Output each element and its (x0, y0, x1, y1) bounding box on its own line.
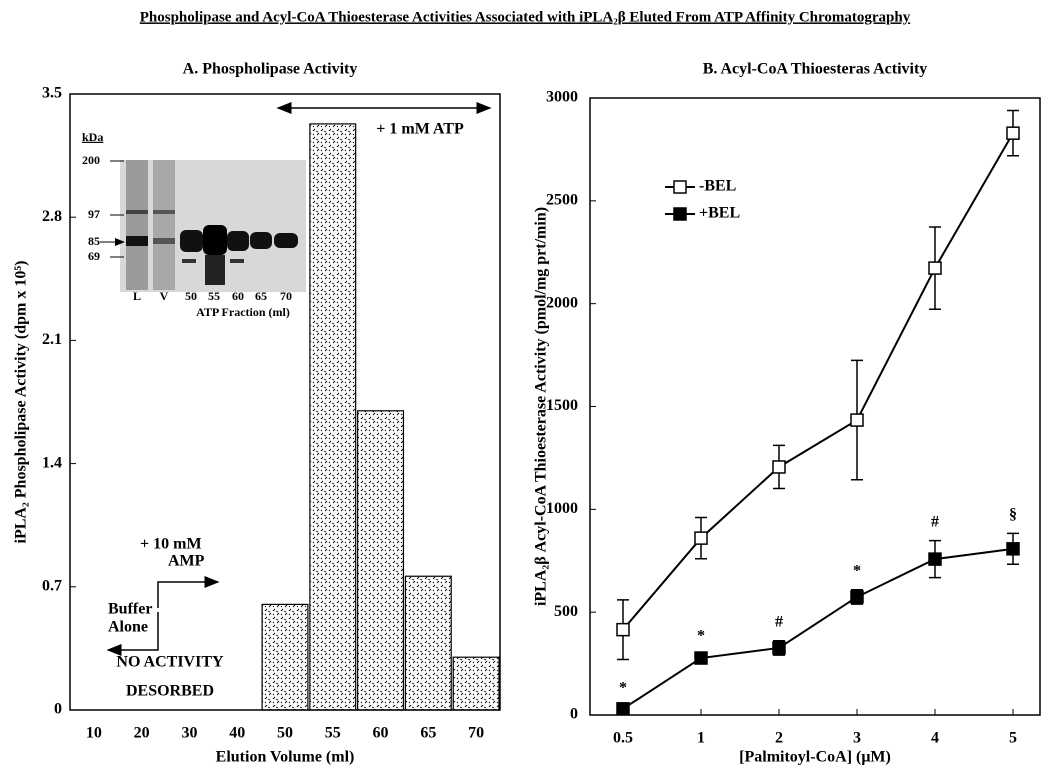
x-axis-label: [Palmitoyl-CoA] (μM) (739, 749, 891, 766)
x-tick-label: 70 (468, 725, 484, 742)
point (694, 651, 708, 665)
x-tick-label: 1 (697, 730, 705, 747)
gel-inset (100, 160, 306, 292)
x-tick-label: 0.5 (613, 730, 633, 747)
x-tick-label: 55 (325, 725, 341, 742)
y-tick-label: 1500 (546, 397, 578, 414)
y-tick-label: 2500 (546, 192, 578, 209)
bar (309, 123, 357, 711)
inset-lane: V (160, 289, 169, 303)
x-tick-label: 2 (775, 730, 783, 747)
subtitle: B. Acyl-CoA Thioesteras Activity (703, 61, 928, 78)
point (772, 460, 786, 474)
plot-frame (69, 93, 501, 711)
inset-lane: 65 (255, 289, 267, 303)
annotation: # (931, 513, 939, 530)
annotation: Buffer (108, 601, 152, 618)
inset-unit: kDa (82, 130, 103, 144)
annotation: * (697, 628, 705, 645)
series-line (622, 547, 1014, 710)
x-tick-label: 5 (1009, 730, 1017, 747)
x-tick-label: 3 (853, 730, 861, 747)
inset-lane: L (133, 289, 141, 303)
point (694, 531, 708, 545)
legend-marker (673, 180, 687, 194)
y-tick-label: 0 (54, 701, 62, 718)
annotation: + 10 mM (140, 536, 202, 553)
y-tick-label: 2.1 (42, 331, 62, 348)
figure-title: Phospholipase and Acyl-CoA Thioesterase … (140, 9, 911, 25)
annotation: § (1009, 506, 1017, 523)
x-tick-label: 50 (277, 725, 293, 742)
inset-lane: 55 (208, 289, 220, 303)
point (850, 590, 864, 604)
plot-frame (589, 97, 1041, 716)
inset-marker: 85 (88, 234, 100, 248)
legend-label: -BEL (699, 178, 736, 195)
inset-marker: 69 (88, 249, 100, 263)
annotation: DESORBED (126, 683, 214, 700)
y-tick-label: 1000 (546, 500, 578, 517)
inset-marker: 200 (82, 153, 100, 167)
annotation: # (775, 613, 783, 630)
point (772, 641, 786, 655)
x-tick-label: 65 (420, 725, 436, 742)
point (616, 622, 630, 637)
x-tick-label: 10 (86, 725, 102, 742)
annotation: * (619, 679, 627, 696)
bar (452, 656, 500, 711)
x-tick-label: 20 (134, 725, 150, 742)
y-tick-label: 0 (570, 706, 578, 723)
point (928, 552, 942, 566)
bar (357, 410, 405, 711)
y-tick-label: 3.5 (42, 85, 62, 102)
x-tick-label: 4 (931, 730, 939, 747)
subtitle: A. Phospholipase Activity (183, 61, 358, 78)
bar (404, 575, 452, 711)
annotation: + 1 mM ATP (376, 121, 464, 138)
inset-lane: 70 (280, 289, 292, 303)
inset-lane: 60 (232, 289, 244, 303)
inset-lane: 50 (185, 289, 197, 303)
point (850, 413, 864, 427)
x-axis-label: Elution Volume (ml) (216, 749, 355, 766)
bar (261, 603, 309, 711)
point (1006, 542, 1020, 556)
y-tick-label: 2000 (546, 294, 578, 311)
annotation: Alone (108, 619, 148, 636)
y-tick-label: 500 (554, 603, 578, 620)
annotation: NO ACTIVITY (116, 654, 224, 671)
legend-marker (673, 207, 687, 221)
inset-marker: 97 (88, 207, 100, 221)
y-tick-label: 3000 (546, 89, 578, 106)
y-tick-label: 2.8 (42, 208, 62, 225)
y-axis-label: iPLA₂ Phospholipase Activity (dpm x 10⁵) (13, 261, 30, 544)
annotation: * (853, 562, 861, 579)
inset-xlabel: ATP Fraction (ml) (196, 305, 290, 319)
arrow (106, 612, 159, 656)
x-tick-label: 60 (373, 725, 389, 742)
y-axis-label: iPLA₂β Acyl-CoA Thioesterase Activity (p… (533, 207, 550, 606)
x-tick-label: 30 (181, 725, 197, 742)
annotation: AMP (168, 553, 205, 570)
y-tick-label: 0.7 (42, 577, 62, 594)
x-tick-label: 40 (229, 725, 245, 742)
point (1006, 126, 1020, 140)
legend-label: +BEL (699, 205, 740, 222)
series-line (622, 132, 1014, 631)
point (616, 702, 630, 716)
point (928, 261, 942, 275)
y-tick-label: 1.4 (42, 454, 62, 471)
arrow (157, 576, 220, 608)
